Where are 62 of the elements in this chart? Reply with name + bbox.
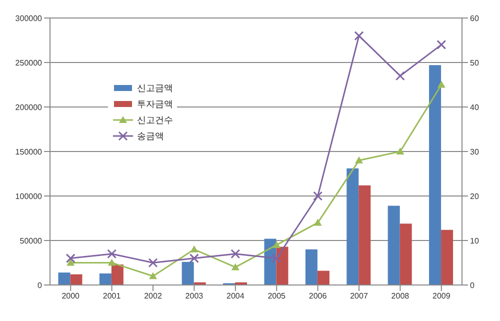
x-tick-label: 2000	[62, 292, 80, 301]
x-tick-label: 2002	[144, 292, 162, 301]
point	[149, 272, 157, 280]
point	[272, 240, 281, 248]
bar	[358, 185, 371, 285]
x-tick-label: 2005	[268, 292, 286, 301]
x-tick-label: 2007	[350, 292, 368, 301]
bar	[400, 224, 412, 285]
point	[107, 249, 117, 259]
bar	[58, 272, 70, 285]
point	[148, 258, 158, 268]
x-tick-label: 2006	[308, 292, 328, 301]
point	[436, 40, 446, 50]
x-tick-label: 2004	[226, 292, 245, 301]
point	[313, 191, 323, 201]
point	[395, 71, 405, 81]
y2-tick-label: 30	[470, 147, 480, 156]
bar	[305, 249, 318, 285]
x-tick-label: 2008	[391, 292, 410, 301]
point	[355, 156, 363, 164]
y2-tick-label: 20	[470, 192, 480, 201]
legend-label: 송금액	[137, 130, 164, 142]
legend-label: 투자금액	[137, 98, 173, 110]
point	[190, 245, 198, 252]
x-tick-label: 2009	[432, 292, 451, 301]
bar	[182, 262, 194, 285]
y2-tick-label: 10	[470, 236, 480, 246]
bar	[441, 230, 454, 285]
bar	[111, 264, 124, 285]
legend-label: 신고건수	[137, 114, 173, 126]
y2-tick-label: 0	[470, 280, 475, 290]
point	[230, 249, 240, 259]
y-tick-label: 150000	[15, 147, 43, 156]
y2-tick-label: 40	[470, 102, 480, 112]
y2-tick-label: 50	[470, 58, 480, 68]
bar	[99, 273, 112, 285]
x-tick-label: 2001	[102, 292, 122, 301]
point	[231, 263, 240, 270]
point	[314, 218, 322, 226]
bar	[346, 168, 359, 285]
y-tick-label: 200000	[15, 102, 43, 112]
y-tick-label: 300000	[15, 14, 43, 23]
y-tick-label: 0	[38, 280, 43, 290]
legend-label: 신고금액	[137, 82, 173, 94]
bar	[70, 274, 82, 285]
point	[66, 254, 76, 264]
point	[189, 254, 199, 264]
bar	[317, 270, 330, 285]
y-tick-label: 50000	[20, 236, 43, 246]
bar	[388, 206, 400, 285]
x-tick-label: 2003	[185, 292, 204, 301]
point	[354, 31, 364, 41]
bar	[429, 65, 442, 285]
point	[272, 254, 282, 264]
point	[396, 148, 404, 154]
y-tick-label: 100000	[15, 192, 43, 201]
y-tick-label: 250000	[15, 58, 43, 68]
point	[108, 258, 116, 266]
point	[437, 80, 446, 88]
point	[66, 258, 75, 266]
y2-tick-label: 60	[470, 14, 480, 23]
bar	[276, 246, 288, 285]
